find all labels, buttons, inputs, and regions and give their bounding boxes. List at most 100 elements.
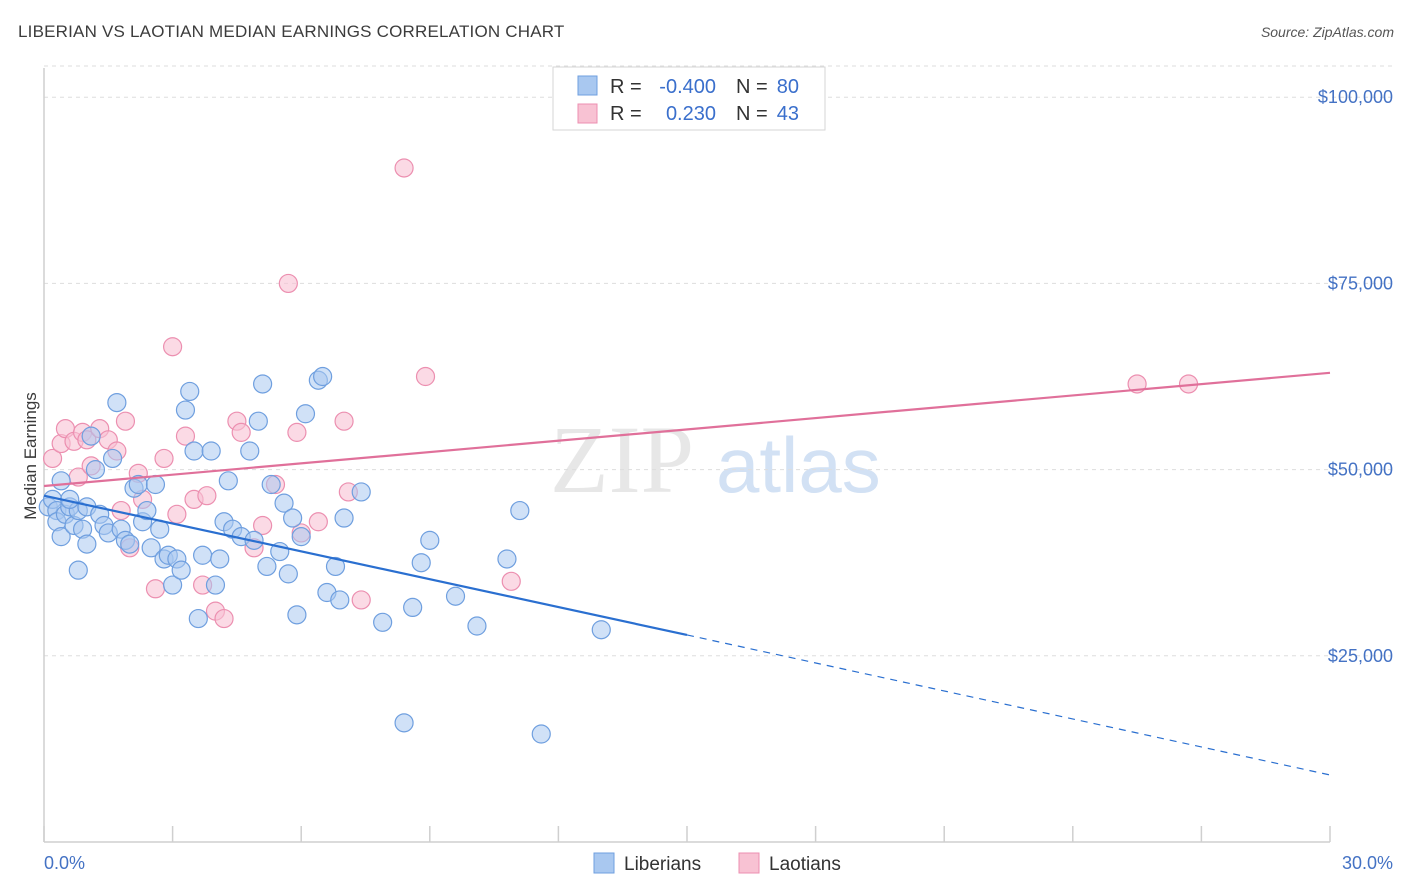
laotian-point: [287, 422, 307, 442]
laotian-point: [115, 411, 136, 431]
liberian-point: [373, 612, 393, 632]
laotian-point: [334, 411, 354, 431]
y-tick-labels: $25,000 $50,000 $75,000 $100,000: [1318, 87, 1393, 666]
liberians-points: [38, 366, 611, 744]
correlation-legend: R = -0.400 N = 80 R = 0.230 N = 43: [552, 66, 826, 131]
liberian-point: [107, 392, 127, 413]
series-legend: Liberians Laotians: [593, 852, 841, 875]
trend-lines: [43, 371, 1331, 776]
x-tick-max: 30.0%: [1342, 853, 1393, 873]
liberian-point: [261, 474, 281, 495]
liberians-trend-extension: [686, 634, 1331, 776]
liberian-point: [188, 608, 208, 629]
liberian-point: [193, 545, 213, 565]
liberian-point: [210, 549, 230, 569]
liberian-point: [445, 586, 466, 606]
legend-r-label-2: R =: [610, 103, 642, 125]
legend-r-label-1: R =: [610, 76, 642, 98]
laotian-point: [253, 515, 273, 536]
legend-n-value-1: 80: [777, 76, 799, 98]
laotian-point: [394, 158, 414, 178]
laotian-point: [231, 422, 251, 442]
liberian-point: [283, 508, 303, 528]
y-tick-label-75000: $75,000: [1328, 273, 1393, 293]
liberian-point: [467, 616, 487, 636]
laotian-point: [145, 579, 166, 599]
liberian-point: [411, 553, 431, 573]
y-axis-label: Median Earnings: [21, 392, 40, 520]
liberian-point: [201, 441, 221, 461]
laotian-point: [214, 608, 234, 629]
laotian-point: [175, 426, 196, 446]
liberian-point: [325, 556, 346, 577]
legend-box: [552, 66, 826, 131]
laotian-point: [278, 273, 298, 294]
liberian-point: [175, 400, 196, 420]
bottom-legend-swatch-liberians: [593, 852, 615, 874]
x-tick-min: 0.0%: [44, 853, 85, 873]
legend-swatch-laotians: [577, 103, 598, 124]
liberian-point: [497, 549, 517, 569]
laotian-point: [501, 571, 521, 591]
liberian-point: [531, 724, 551, 744]
liberian-point: [171, 560, 191, 580]
bottom-legend-laotians: Laotians: [769, 854, 841, 875]
liberian-point: [351, 482, 371, 502]
liberian-point: [295, 404, 316, 424]
liberian-point: [77, 534, 97, 554]
liberian-point: [205, 575, 226, 595]
bottom-legend-liberians: Liberians: [624, 854, 701, 875]
liberian-point: [68, 560, 88, 580]
liberian-point: [257, 556, 277, 577]
liberian-point: [334, 508, 354, 528]
liberian-point: [274, 493, 294, 513]
liberian-point: [218, 471, 238, 491]
liberian-point: [145, 474, 166, 495]
laotian-point: [415, 366, 436, 387]
liberian-point: [51, 527, 71, 547]
liberian-point: [51, 471, 71, 491]
liberian-point: [420, 530, 440, 550]
laotian-point: [351, 590, 371, 610]
liberians-trend-line: [43, 494, 688, 637]
watermark-atlas: atlas: [716, 421, 881, 509]
legend-swatch-liberians: [577, 75, 598, 96]
legend-n-label-2: N =: [736, 103, 768, 125]
legend-r-value-1: -0.400: [659, 76, 716, 98]
legend-r-value-2: 0.230: [666, 103, 716, 125]
liberian-point: [240, 441, 260, 461]
liberian-point: [137, 500, 157, 521]
liberian-point: [184, 441, 204, 461]
laotian-point: [163, 337, 183, 357]
liberian-point: [141, 538, 161, 558]
liberian-point: [291, 527, 311, 547]
y-tick-label-100000: $100,000: [1318, 87, 1393, 107]
liberian-point: [85, 460, 106, 480]
liberian-point: [287, 605, 307, 625]
laotian-point: [197, 486, 217, 506]
laotian-point: [154, 448, 174, 469]
liberian-point: [81, 426, 101, 446]
liberian-point: [120, 534, 140, 554]
liberian-point: [510, 500, 530, 521]
y-tick-label-50000: $50,000: [1328, 460, 1393, 480]
laotians-trend-line: [43, 371, 1331, 488]
chart-title: LIBERIAN VS LAOTIAN MEDIAN EARNINGS CORR…: [18, 22, 565, 41]
liberian-point: [278, 564, 298, 584]
liberian-point: [394, 713, 414, 733]
liberian-point: [313, 366, 333, 387]
laotian-point: [167, 504, 187, 524]
liberian-point: [253, 374, 273, 394]
gridlines: [44, 65, 1392, 657]
liberian-point: [248, 411, 268, 431]
liberian-point: [591, 620, 611, 640]
source-credit: Source: ZipAtlas.com: [1260, 24, 1394, 40]
laotian-point: [308, 512, 328, 532]
bottom-legend-swatch-laotians: [738, 852, 760, 874]
watermark-zip: ZIP: [550, 406, 694, 513]
liberian-point: [403, 597, 423, 618]
legend-n-value-2: 43: [777, 103, 799, 125]
y-tick-label-25000: $25,000: [1328, 646, 1393, 666]
liberian-point: [102, 448, 123, 469]
